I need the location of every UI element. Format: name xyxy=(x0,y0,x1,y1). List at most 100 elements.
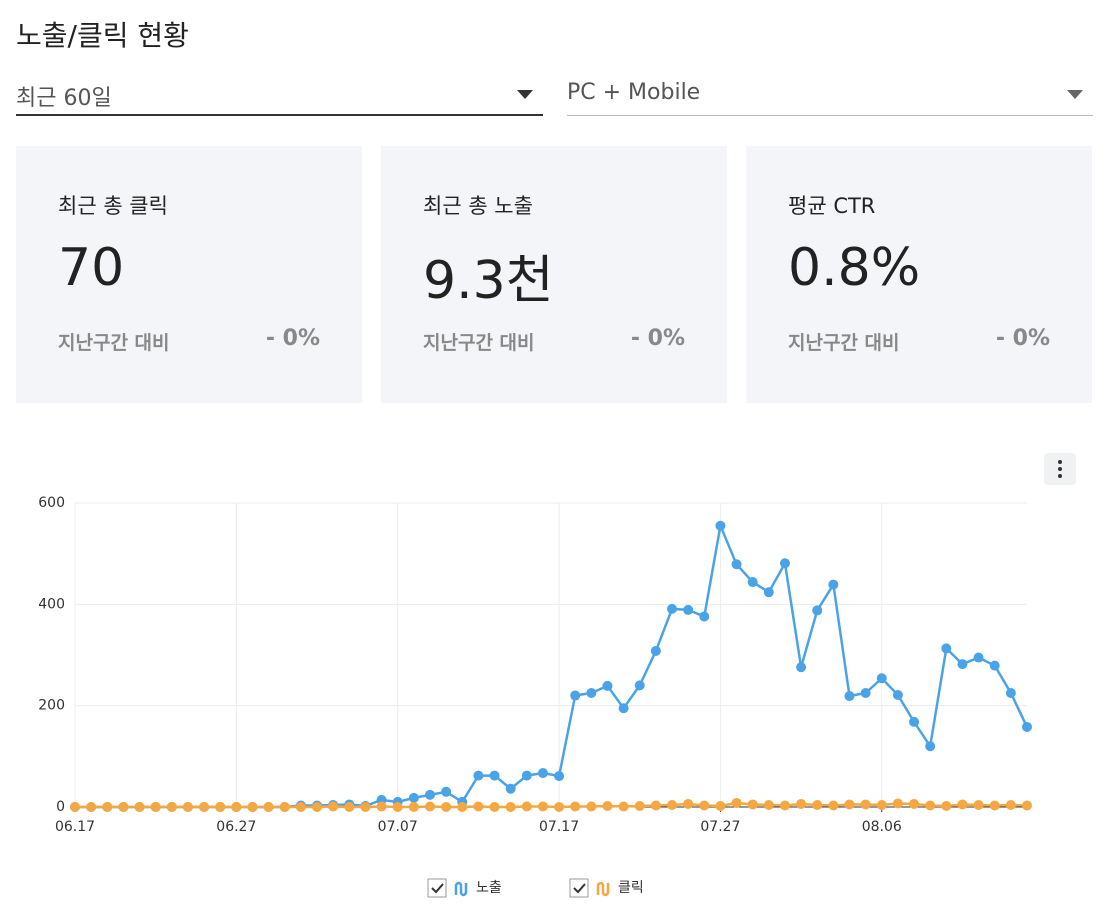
data-point xyxy=(699,611,710,622)
data-point xyxy=(182,802,193,812)
data-point xyxy=(925,741,936,752)
card-change: - 0% xyxy=(630,326,685,351)
legend-label: 노출 xyxy=(476,880,502,896)
summary-card: 최근 총 클릭 70 지난구간 대비 - 0% xyxy=(16,146,362,403)
card-change: - 0% xyxy=(265,326,320,351)
data-point xyxy=(683,798,694,809)
data-point xyxy=(1022,721,1032,732)
data-point xyxy=(812,799,823,810)
data-point xyxy=(489,770,500,781)
data-point xyxy=(570,690,581,701)
data-point xyxy=(860,688,871,698)
period-value: 최근 60일 xyxy=(16,86,112,111)
data-point xyxy=(989,660,1000,671)
summary-card: 평균 CTR 0.8% 지난구간 대비 - 0% xyxy=(746,146,1092,403)
period-dropdown[interactable]: 최근 60일 xyxy=(16,76,543,116)
more-menu[interactable] xyxy=(1044,453,1076,485)
data-point xyxy=(763,587,774,598)
kebab-icon xyxy=(1058,460,1062,478)
data-point xyxy=(779,558,790,569)
data-point xyxy=(828,579,839,590)
data-point xyxy=(909,716,920,727)
data-point xyxy=(166,802,177,812)
data-point xyxy=(828,800,839,811)
data-point xyxy=(941,800,952,811)
data-point xyxy=(876,673,887,684)
data-point xyxy=(618,801,629,812)
x-tick-label: 06.17 xyxy=(55,819,95,835)
card-change: - 0% xyxy=(995,326,1050,351)
data-point xyxy=(973,652,984,663)
data-point xyxy=(731,559,742,570)
data-point xyxy=(860,799,871,810)
data-point xyxy=(957,799,968,810)
legend-icon xyxy=(454,881,468,897)
data-point xyxy=(1022,800,1032,811)
page-title: 노출/클릭 현황 xyxy=(16,19,189,52)
data-point xyxy=(263,802,274,812)
dropdown-arrow xyxy=(1067,90,1083,99)
data-point xyxy=(328,801,339,812)
data-point xyxy=(102,802,113,812)
data-point xyxy=(715,520,726,531)
card-title: 평균 CTR xyxy=(788,194,876,218)
data-point xyxy=(231,802,242,812)
device-dropdown[interactable]: PC + Mobile xyxy=(567,76,1093,116)
legend-item[interactable]: 클릭 xyxy=(569,878,644,898)
legend-item[interactable]: 노출 xyxy=(427,878,502,898)
data-point xyxy=(118,802,129,812)
data-point xyxy=(134,802,145,812)
data-point xyxy=(602,680,613,691)
data-point xyxy=(570,801,581,812)
data-point xyxy=(86,802,97,812)
data-point xyxy=(554,771,565,782)
data-point xyxy=(731,797,742,808)
data-point xyxy=(844,691,855,702)
data-point xyxy=(457,802,468,812)
x-tick-label: 07.17 xyxy=(539,819,579,835)
card-title: 최근 총 클릭 xyxy=(58,194,168,218)
series-line xyxy=(75,521,1029,809)
data-point xyxy=(796,662,807,673)
data-point xyxy=(747,799,758,810)
data-point xyxy=(424,789,435,800)
data-point xyxy=(279,802,290,812)
data-point xyxy=(521,801,532,812)
data-point xyxy=(747,577,758,588)
data-point xyxy=(667,799,678,810)
data-point xyxy=(1005,688,1016,698)
legend-icon xyxy=(596,881,610,897)
data-point xyxy=(909,798,920,809)
data-point xyxy=(796,798,807,809)
data-point xyxy=(715,800,726,811)
y-tick-label: 400 xyxy=(38,596,65,612)
data-point xyxy=(505,802,516,812)
legend-checkbox xyxy=(569,878,589,898)
data-point xyxy=(892,690,903,701)
card-compare-label: 지난구간 대비 xyxy=(788,332,900,354)
data-point xyxy=(618,703,629,714)
data-point xyxy=(973,799,984,810)
data-point xyxy=(650,800,661,811)
card-compare-label: 지난구간 대비 xyxy=(423,332,535,354)
data-point xyxy=(667,603,678,614)
data-point xyxy=(683,604,694,615)
x-tick-label: 07.27 xyxy=(700,819,740,835)
data-point xyxy=(392,802,403,812)
data-point xyxy=(779,800,790,811)
legend-checkbox xyxy=(427,878,447,898)
data-point xyxy=(360,802,371,812)
data-point xyxy=(424,801,435,812)
x-tick-label: 07.07 xyxy=(378,819,418,835)
dropdown-arrow xyxy=(517,90,533,99)
data-point xyxy=(408,802,419,812)
card-value: 9.3천 xyxy=(423,251,554,311)
legend-check xyxy=(573,883,586,894)
data-point xyxy=(312,802,323,812)
device-value: PC + Mobile xyxy=(567,80,701,105)
y-tick-label: 0 xyxy=(56,799,65,815)
x-tick-label: 06.27 xyxy=(216,819,256,835)
data-point xyxy=(941,643,952,654)
y-tick-label: 200 xyxy=(38,698,65,714)
